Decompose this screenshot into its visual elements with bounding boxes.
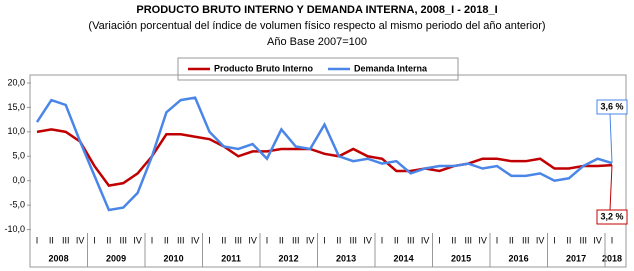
x-tick-label: III — [119, 235, 127, 245]
x-tick-label: I — [151, 235, 154, 245]
x-tick-label: I — [438, 235, 441, 245]
x-tick-label: I — [381, 235, 384, 245]
x-tick-label: IV — [478, 235, 487, 245]
y-tick-label: 5,0 — [12, 151, 25, 161]
end-label: 3,2 % — [600, 211, 623, 221]
x-tick-label: II — [49, 235, 54, 245]
x-tick-label: II — [106, 235, 111, 245]
y-tick-label: 20,0 — [7, 77, 25, 87]
line-series — [36, 128, 613, 187]
x-tick-label: IV — [363, 235, 372, 245]
y-tick-label: 10,0 — [7, 126, 25, 136]
year-label: 2016 — [509, 253, 529, 263]
x-tick-label: I — [553, 235, 556, 245]
x-tick-label: IV — [593, 235, 602, 245]
year-label: 2012 — [279, 253, 299, 263]
year-label: 2013 — [336, 253, 356, 263]
year-label: 2009 — [106, 253, 126, 263]
chart-title: PRODUCTO BRUTO INTERNO Y DEMANDA INTERNA… — [136, 4, 497, 16]
x-tick-label: I — [93, 235, 96, 245]
chart-subtitle: (Variación porcentual del índice de volu… — [88, 20, 545, 32]
x-tick-label: II — [451, 235, 456, 245]
x-tick-label: III — [62, 235, 70, 245]
year-label: 2008 — [49, 253, 69, 263]
x-tick-label: III — [177, 235, 185, 245]
y-tick-label: 0,0 — [12, 175, 25, 185]
x-tick-label: II — [279, 235, 284, 245]
x-tick-label: IV — [421, 235, 430, 245]
x-tick-label: IV — [191, 235, 200, 245]
x-tick-label: II — [394, 235, 399, 245]
x-tick-label: III — [292, 235, 300, 245]
y-tick-label: 15,0 — [7, 102, 25, 112]
year-label: 2018 — [602, 253, 622, 263]
end-label-leader — [609, 113, 613, 164]
x-tick-label: II — [566, 235, 571, 245]
end-label-box — [596, 209, 628, 225]
legend-label: Demanda Interna — [354, 63, 428, 73]
chart-note: Año Base 2007=100 — [267, 36, 367, 48]
y-tick-label: -5,0 — [9, 200, 25, 210]
end-label-box — [596, 99, 628, 115]
x-tick-label: III — [522, 235, 530, 245]
end-label: 3,6 % — [600, 101, 623, 111]
x-tick-label: I — [496, 235, 499, 245]
year-label: 2011 — [221, 253, 241, 263]
x-tick-label: II — [221, 235, 226, 245]
x-tick-label: III — [234, 235, 242, 245]
x-tick-label: III — [407, 235, 415, 245]
x-tick-label: I — [266, 235, 269, 245]
x-tick-label: IV — [248, 235, 257, 245]
end-label-leader — [609, 165, 613, 211]
y-tick-label: -10,0 — [4, 224, 25, 234]
x-tick-label: III — [464, 235, 472, 245]
x-tick-label: II — [509, 235, 514, 245]
year-label: 2014 — [394, 253, 414, 263]
x-tick-label: IV — [76, 235, 85, 245]
x-tick-label: IV — [133, 235, 142, 245]
legend-label: Producto Bruto Interno — [214, 63, 313, 73]
x-tick-label: II — [336, 235, 341, 245]
year-label: 2015 — [451, 253, 471, 263]
line-series — [35, 96, 613, 212]
plot-frame — [29, 74, 627, 268]
x-tick-label: I — [323, 235, 326, 245]
x-tick-label: IV — [306, 235, 315, 245]
x-tick-label: II — [164, 235, 169, 245]
x-tick-label: I — [36, 235, 39, 245]
x-tick-label: III — [349, 235, 357, 245]
x-tick-label: I — [208, 235, 211, 245]
year-label: 2017 — [566, 253, 586, 263]
x-tick-label: I — [611, 235, 614, 245]
year-label: 2010 — [164, 253, 184, 263]
x-tick-label: III — [579, 235, 587, 245]
x-tick-label: IV — [536, 235, 545, 245]
